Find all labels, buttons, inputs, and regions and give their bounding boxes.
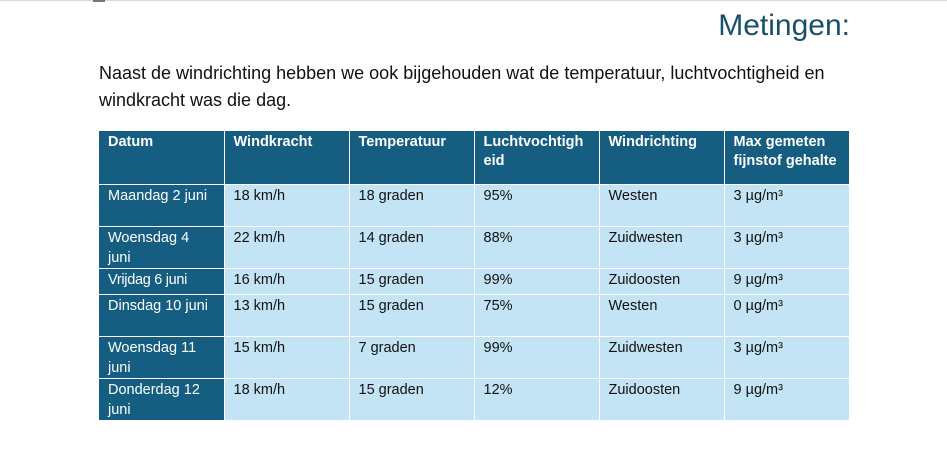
cell-particulate: 3 µg/m³ — [724, 335, 849, 378]
cell-temperature: 7 graden — [349, 335, 475, 378]
cell-date: Donderdag 12 juni — [99, 377, 225, 420]
cell-humidity: 12% — [474, 377, 600, 420]
cell-temperature: 14 graden — [349, 225, 475, 268]
header-particulate: Max gemeten fijnstof gehalte — [724, 131, 849, 184]
header-date: Datum — [99, 131, 225, 184]
table-row: Woensdag 4 juni 22 km/h 14 graden 88% Zu… — [99, 225, 849, 268]
cell-wind-direction: Westen — [599, 293, 725, 336]
cell-wind-direction: Zuidoosten — [599, 267, 725, 294]
page-corner-mark — [93, 0, 105, 2]
cell-wind-force: 16 km/h — [224, 267, 350, 294]
cell-wind-force: 13 km/h — [224, 293, 350, 336]
table-row: Donderdag 12 juni 18 km/h 15 graden 12% … — [99, 377, 849, 420]
cell-date: Woensdag 4 juni — [99, 225, 225, 268]
table-row: Maandag 2 juni 18 km/h 18 graden 95% Wes… — [99, 183, 849, 226]
cell-date: Dinsdag 10 juni — [99, 293, 225, 336]
cell-wind-force: 18 km/h — [224, 377, 350, 420]
cell-date: Maandag 2 juni — [99, 183, 225, 226]
table-row: Vrijdag 6 juni 16 km/h 15 graden 99% Zui… — [99, 267, 849, 294]
cell-humidity: 95% — [474, 183, 600, 226]
table-row: Woensdag 11 juni 15 km/h 7 graden 99% Zu… — [99, 335, 849, 378]
cell-wind-force: 15 km/h — [224, 335, 350, 378]
cell-humidity: 99% — [474, 335, 600, 378]
page-title: Metingen: — [718, 9, 850, 42]
cell-temperature: 18 graden — [349, 183, 475, 226]
cell-wind-direction: Zuidwesten — [599, 225, 725, 268]
cell-wind-direction: Westen — [599, 183, 725, 226]
cell-humidity: 75% — [474, 293, 600, 336]
cell-temperature: 15 graden — [349, 267, 475, 294]
intro-paragraph: Naast de windrichting hebben we ook bijg… — [99, 63, 825, 110]
cell-particulate: 3 µg/m³ — [724, 225, 849, 268]
cell-wind-direction: Zuidwesten — [599, 335, 725, 378]
cell-particulate: 9 µg/m³ — [724, 267, 849, 294]
cell-temperature: 15 graden — [349, 293, 475, 336]
table-row: Dinsdag 10 juni 13 km/h 15 graden 75% We… — [99, 293, 849, 336]
cell-humidity: 99% — [474, 267, 600, 294]
cell-wind-direction: Zuidoosten — [599, 377, 725, 420]
cell-humidity: 88% — [474, 225, 600, 268]
header-wind-force: Windkracht — [224, 131, 350, 184]
table-header-row: Datum Windkracht Temperatuur Luchtvochti… — [99, 131, 849, 184]
header-wind-direction: Windrichting — [599, 131, 725, 184]
measurements-table: Datum Windkracht Temperatuur Luchtvochti… — [99, 131, 849, 420]
cell-particulate: 9 µg/m³ — [724, 377, 849, 420]
cell-temperature: 15 graden — [349, 377, 475, 420]
cell-particulate: 3 µg/m³ — [724, 183, 849, 226]
cell-wind-force: 22 km/h — [224, 225, 350, 268]
header-humidity: Luchtvochtigheid — [474, 131, 600, 184]
cell-date: Woensdag 11 juni — [99, 335, 225, 378]
cell-wind-force: 18 km/h — [224, 183, 350, 226]
header-temperature: Temperatuur — [349, 131, 475, 184]
cell-date: Vrijdag 6 juni — [99, 267, 225, 294]
cell-particulate: 0 µg/m³ — [724, 293, 849, 336]
page-top-border — [0, 0, 947, 1]
